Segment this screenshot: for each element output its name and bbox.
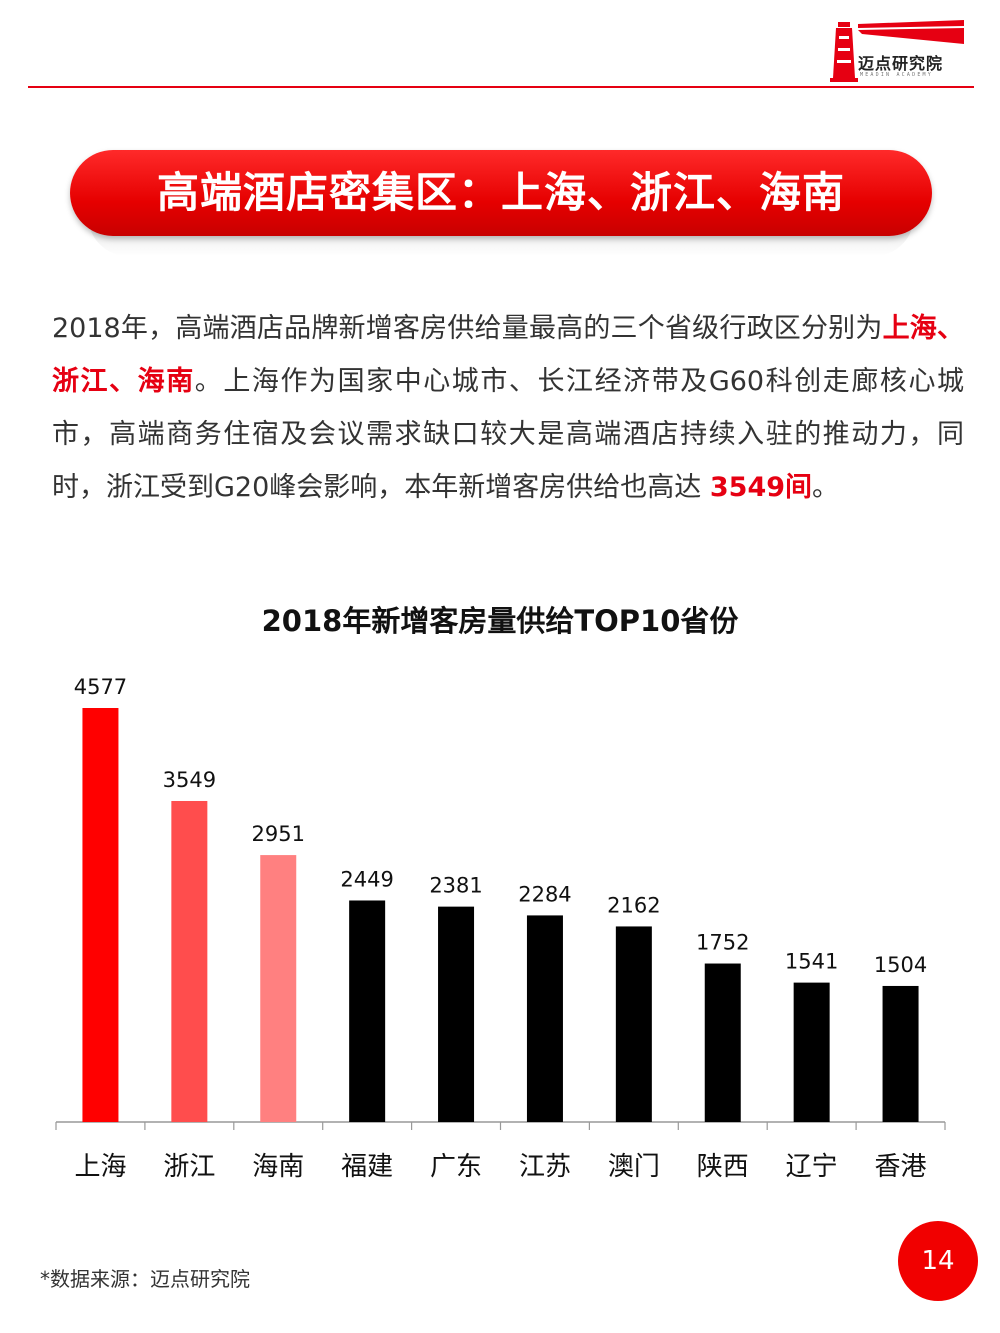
bar [438, 906, 475, 1122]
category-label: 澳门 [608, 1152, 660, 1182]
bar [82, 708, 119, 1122]
page-title: 高端酒店密集区：上海、浙江、海南 [156, 168, 845, 217]
bar-value-label: 3549 [163, 768, 216, 792]
chart-title: 2018年新增客房量供给TOP10省份 [261, 604, 739, 638]
page-number: 14 [898, 1221, 978, 1301]
bar-value-label: 1752 [696, 931, 749, 955]
paragraph-text-1: 2018年，高端酒店品牌新增客房供给量最高的三个省级行政区分别为 [52, 313, 883, 344]
paragraph-text-3: 。 [812, 472, 840, 503]
logo-text: 迈点研究院 [858, 54, 944, 73]
bar-chart: 4577 上海 3549 浙江 2951 海南 2449 福建 2381 广东 2284 江苏 2162… [55, 675, 946, 1182]
category-label: 海南 [252, 1152, 304, 1182]
paragraph-highlight-rooms: 3549间 [709, 472, 813, 503]
category-label: 浙江 [163, 1152, 215, 1182]
lighthouse-logo-icon [830, 20, 964, 82]
title-banner: 高端酒店密集区：上海、浙江、海南 [70, 150, 932, 260]
bar-value-label: 1504 [874, 953, 927, 977]
bar [260, 855, 297, 1122]
bar [349, 900, 386, 1122]
title-banner-pill [70, 150, 932, 236]
bar [526, 915, 563, 1122]
header-rule [28, 86, 974, 88]
bar-value-label: 2284 [518, 882, 571, 906]
bar [704, 963, 741, 1122]
category-label: 辽宁 [786, 1152, 838, 1182]
category-label: 广东 [430, 1152, 482, 1182]
logo-subtitle: MEADIN ACADEMY [860, 72, 933, 78]
paragraph-text-2: 。上海作为国家中心城市、长江经济带及G60科创走廊核心城市，高端商务住宿及会议需… [52, 366, 965, 503]
bar [882, 985, 919, 1122]
bar [793, 982, 830, 1122]
bar-value-label: 2162 [607, 893, 660, 917]
category-label: 香港 [875, 1152, 927, 1182]
bar-value-label: 4577 [74, 675, 127, 699]
bar-value-label: 2381 [429, 874, 482, 898]
category-label: 江苏 [519, 1152, 571, 1182]
bar-value-label: 2951 [252, 822, 305, 846]
bar [171, 800, 208, 1122]
category-label: 福建 [341, 1152, 393, 1182]
category-label: 上海 [74, 1152, 126, 1182]
category-label: 陕西 [697, 1152, 749, 1182]
paragraph-highlight-regions: 上海、浙江、海南 [52, 313, 964, 397]
bar-value-label: 2449 [340, 867, 393, 891]
source-footnote: *数据来源：迈点研究院 [40, 1267, 250, 1291]
bar [615, 926, 652, 1122]
intro-paragraph: 2018年，高端酒店品牌新增客房供给量最高的三个省级行政区分别为上海、浙江、海南… [52, 302, 964, 514]
bar-value-label: 1541 [785, 950, 838, 974]
